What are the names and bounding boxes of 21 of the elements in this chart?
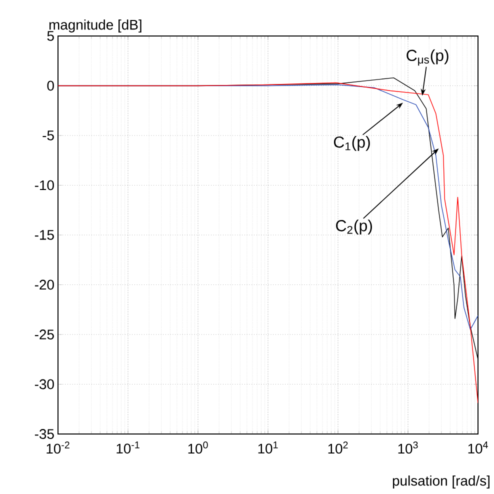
- y-axis-title: magnitude [dB]: [49, 19, 142, 32]
- annotation: C$_{2}$(p): [336, 220, 372, 234]
- x-tick-label: 10$^{3}$: [398, 442, 418, 454]
- x-tick-label: 10$^{4}$: [468, 442, 488, 454]
- y-tick-label: -20: [34, 280, 54, 290]
- x-tick-label: 10$^{2}$: [328, 442, 348, 454]
- x-tick-label: 10$^{-2}$: [46, 442, 70, 454]
- annotation: C$_{1}$(p): [334, 136, 370, 151]
- y-tick-label: -10: [34, 180, 54, 190]
- y-tick-label: 5: [47, 31, 54, 41]
- x-tick-label: 10$^{1}$: [258, 442, 278, 454]
- y-tick-label: -30: [34, 379, 54, 390]
- y-tick-label: -25: [34, 330, 54, 340]
- x-tick-label: 10$^{0}$: [188, 442, 208, 454]
- y-tick-label: -35: [34, 429, 54, 439]
- x-axis-title: pulsation [rad/s]: [392, 475, 490, 488]
- y-tick-label: -5: [42, 130, 54, 140]
- annotation: C$_{μs}$(p): [406, 49, 448, 66]
- y-tick-label: -15: [34, 230, 54, 240]
- x-tick-label: 10$^{-1}$: [116, 442, 140, 454]
- y-tick-label: 0: [47, 80, 54, 91]
